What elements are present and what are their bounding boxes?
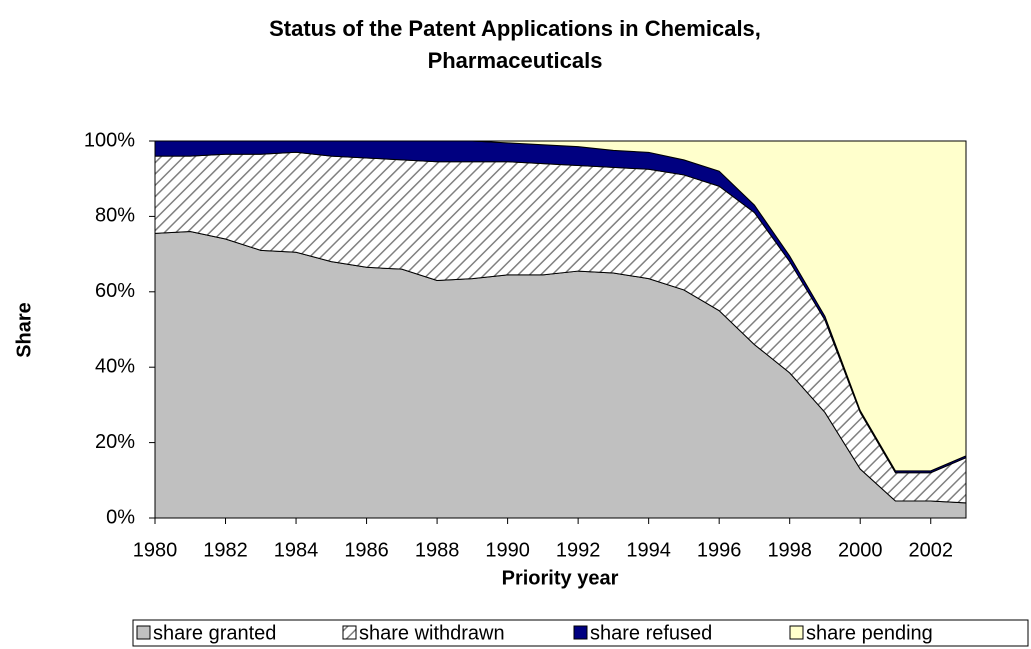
x-tick-label: 2002 xyxy=(908,539,953,561)
x-tick-label: 1994 xyxy=(626,539,671,561)
legend-swatch xyxy=(342,625,357,640)
y-tick-label: 0% xyxy=(106,506,135,528)
legend-label: share pending xyxy=(806,622,933,644)
x-tick-label: 1996 xyxy=(697,539,742,561)
y-tick-label: 80% xyxy=(95,205,135,227)
x-axis-label: Priority year xyxy=(502,567,619,589)
chart-title: Status of the Patent Applications in Che… xyxy=(269,16,761,41)
legend-label: share withdrawn xyxy=(359,622,505,644)
y-tick-label: 60% xyxy=(95,280,135,302)
y-tick-label: 100% xyxy=(84,129,135,151)
y-tick-label: 20% xyxy=(95,431,135,453)
x-tick-label: 2000 xyxy=(838,539,883,561)
legend-label: share refused xyxy=(590,622,712,644)
y-tick-label: 40% xyxy=(95,355,135,377)
x-tick-label: 1990 xyxy=(485,539,530,561)
legend-swatch xyxy=(573,625,588,640)
x-tick-label: 1982 xyxy=(203,539,248,561)
x-tick-label: 1986 xyxy=(344,539,389,561)
y-axis-label: Share xyxy=(13,302,35,358)
legend-swatch xyxy=(789,625,804,640)
x-tick-label: 1992 xyxy=(556,539,601,561)
x-tick-label: 1984 xyxy=(274,539,319,561)
legend-swatch xyxy=(136,625,151,640)
plot-border xyxy=(154,140,967,519)
x-tick-label: 1998 xyxy=(767,539,812,561)
x-tick-label: 1980 xyxy=(133,539,178,561)
chart-title: Pharmaceuticals xyxy=(428,48,603,73)
x-tick-label: 1988 xyxy=(415,539,460,561)
legend-label: share granted xyxy=(153,622,276,644)
